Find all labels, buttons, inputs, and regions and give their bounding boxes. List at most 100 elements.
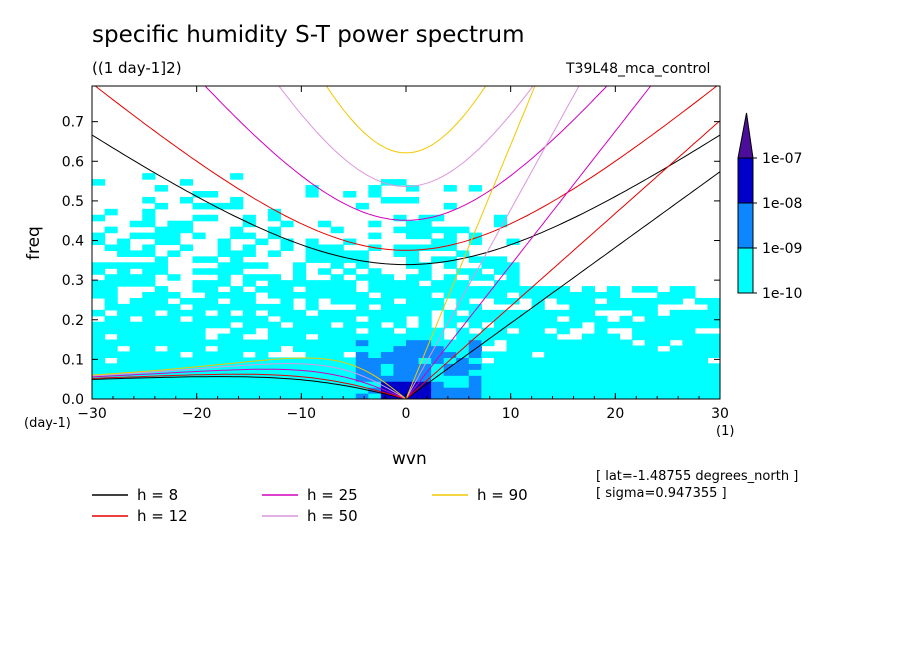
legend: h = 8 h = 12 h = 25 h = 50 h = 90 [92, 486, 528, 525]
spectrum-cell [506, 369, 520, 376]
spectrum-cell [267, 381, 281, 388]
spectrum-cell [468, 292, 482, 299]
spectrum-cell [720, 375, 733, 382]
x-tick-label: 10 [502, 406, 520, 422]
spectrum-cell [242, 357, 256, 364]
spectrum-cell [205, 315, 219, 323]
spectrum-cell [468, 315, 482, 323]
spectrum-cell [594, 315, 608, 323]
spectrum-cell [418, 286, 432, 293]
spectrum-cell [142, 173, 156, 180]
spectrum-cell [129, 363, 143, 370]
spectrum-cell [669, 369, 683, 376]
spectrum-cell [720, 351, 733, 358]
spectrum-cell [142, 339, 156, 347]
colorbar-label: 1e-10 [762, 286, 802, 302]
spectrum-cell [242, 303, 256, 311]
spectrum-cell [594, 333, 608, 341]
spectrum-cell [380, 339, 395, 347]
spectrum-cell [179, 369, 194, 376]
spectrum-cell [418, 339, 432, 347]
spectrum-cell [456, 297, 470, 305]
spectrum-cell [305, 345, 319, 353]
spectrum-cell [581, 351, 595, 358]
spectrum-cell [142, 208, 156, 216]
spectrum-cell [305, 351, 319, 358]
spectrum-cell [519, 375, 533, 382]
spectrum-cell [355, 381, 369, 388]
spectrum-cell [179, 179, 194, 186]
spectrum-cell [330, 345, 344, 353]
spectrum-cell [92, 333, 106, 341]
spectrum-cell [230, 202, 244, 210]
spectrum-cell [305, 381, 319, 388]
dispersion-curves [92, 86, 720, 399]
spectrum-cell [594, 303, 608, 311]
spectrum-cell [544, 309, 558, 317]
spectrum-cell [380, 327, 395, 335]
spectrum-cell [456, 339, 470, 347]
spectrum-cell [355, 202, 369, 210]
spectrum-cell [481, 327, 495, 335]
spectrum-cell [280, 369, 294, 376]
spectrum-cell [556, 345, 570, 353]
spectrum-cell [154, 292, 168, 299]
spectrum-cell [267, 375, 281, 382]
spectrum-cell [343, 268, 357, 275]
spectrum-cell [619, 369, 633, 376]
x-tick-label: −10 [287, 406, 317, 422]
spectrum-cell [292, 369, 307, 376]
spectrum-cell [192, 315, 206, 323]
spectrum-cell [330, 315, 344, 323]
spectrum-cell [230, 262, 244, 269]
spectrum-cell [92, 292, 106, 299]
spectrum-cell [117, 309, 131, 317]
spectrum-cell [179, 381, 194, 388]
spectrum-cell [707, 351, 720, 358]
spectrum-cell [418, 220, 432, 228]
spectrum-cell [280, 315, 294, 323]
spectrum-cell [493, 214, 508, 222]
spectrum-cell [569, 309, 583, 317]
spectrum-cell [242, 292, 256, 299]
spectrum-cell [205, 190, 219, 198]
spectrum-cell [217, 292, 231, 299]
spectrum-cell [456, 333, 470, 341]
spectrum-cell [481, 393, 495, 399]
spectrum-cell [694, 309, 709, 317]
spectrum-cell [606, 292, 621, 299]
spectrum-cell [493, 286, 508, 293]
spectrum-cell [192, 327, 206, 335]
spectrum-cell [406, 333, 420, 341]
spectrum-cell [669, 387, 683, 394]
spectrum-cell [406, 369, 420, 376]
spectrum-cell [242, 309, 256, 317]
spectrum-cell [280, 381, 294, 388]
spectrum-cell [129, 357, 143, 364]
spectrum-cell [632, 351, 646, 358]
spectrum-cell [292, 393, 307, 399]
spectrum-cell [519, 351, 533, 358]
spectrum-cell [154, 333, 168, 341]
spectrum-cell [330, 292, 344, 299]
spectrum-cell [142, 292, 156, 299]
spectrum-cell [443, 238, 457, 246]
spectrum-cell [292, 268, 307, 275]
spectrum-cell [142, 244, 156, 252]
spectrum-cell [104, 369, 118, 376]
spectrum-cell [330, 333, 344, 341]
spectrum-cell [142, 381, 156, 388]
spectrum-cell [242, 232, 256, 240]
spectrum-cell [657, 375, 671, 382]
spectrum-cell [267, 321, 281, 329]
spectrum-cell [104, 339, 118, 347]
spectrum-cell [619, 339, 633, 347]
spectrum-cell [167, 250, 181, 257]
spectrum-cell [142, 351, 156, 358]
spectrum-cell [569, 393, 583, 399]
spectrum-cell [606, 345, 621, 353]
spectrum-cell [318, 309, 332, 317]
spectrum-cell [280, 286, 294, 293]
spectrum-cell [142, 280, 156, 287]
spectrum-cell [569, 387, 583, 394]
